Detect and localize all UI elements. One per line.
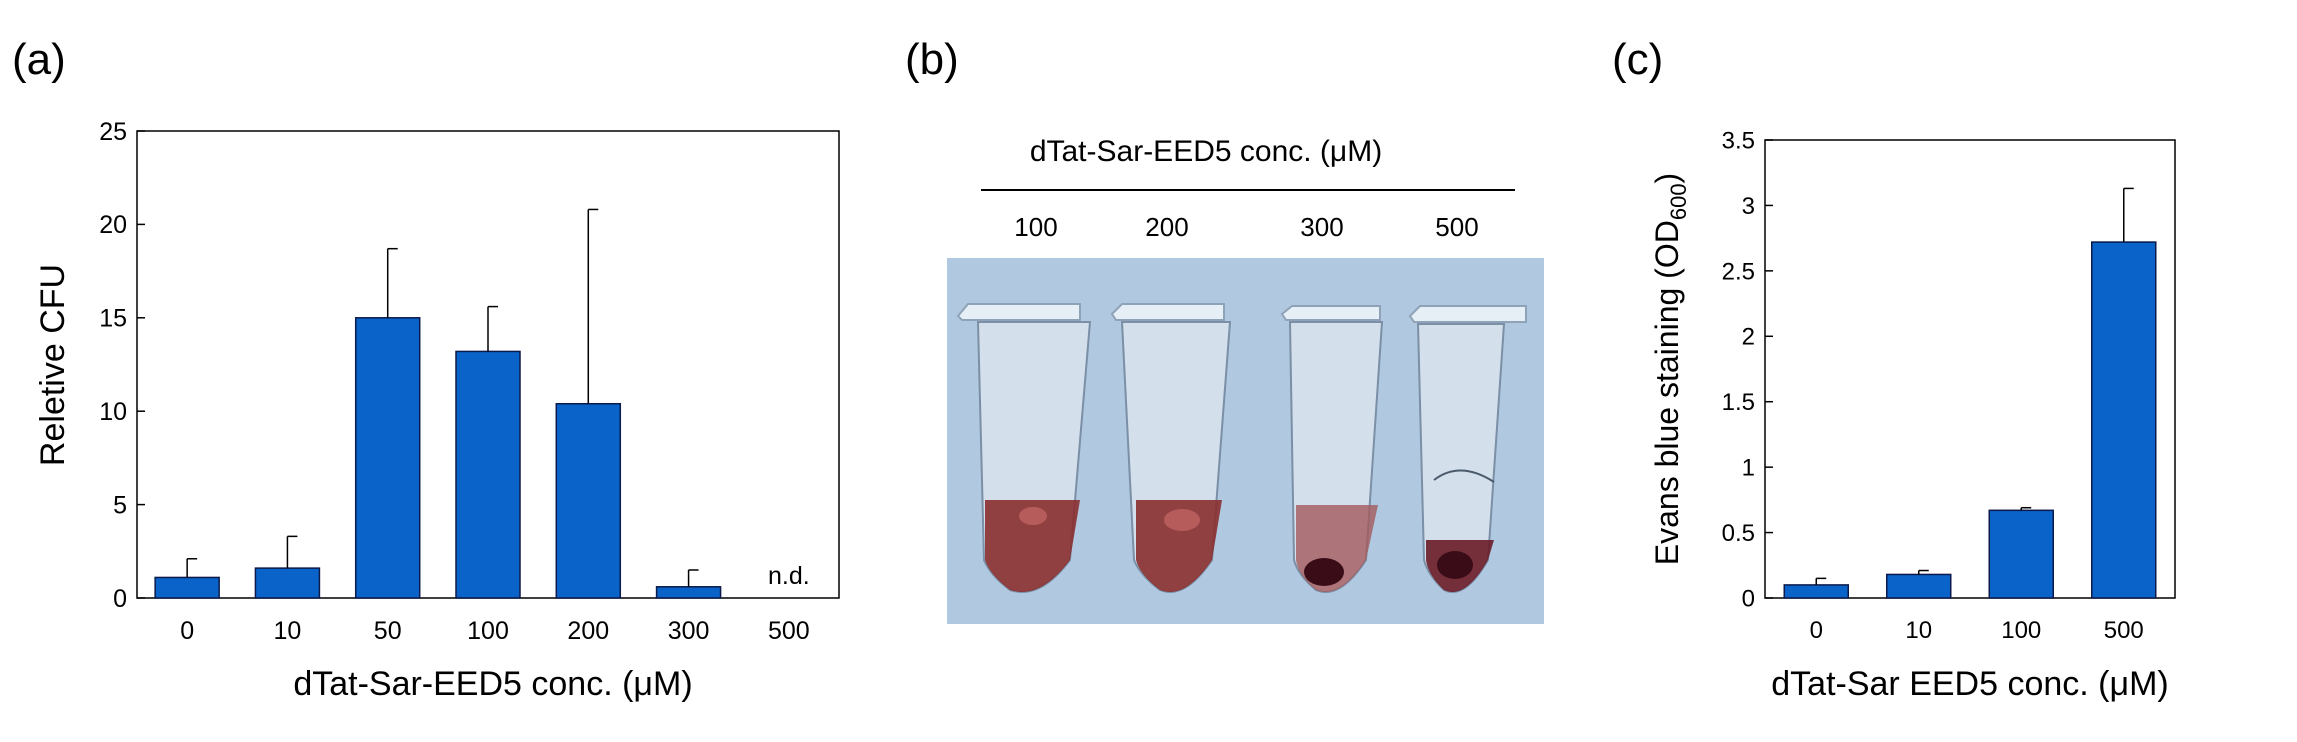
a-bar-200 — [555, 402, 622, 599]
a-bar-10 — [254, 567, 321, 599]
tube-300 — [1280, 305, 1384, 593]
c-ytick-label: 1.5 — [1722, 389, 1755, 416]
a-ytick-label: 0 — [113, 585, 127, 613]
a-xtick-label: 300 — [668, 617, 710, 645]
panel-b-label: (b) — [905, 35, 959, 84]
chart-c-ylabel-sub: 600 — [1666, 183, 1691, 220]
a-xtick-label: 10 — [274, 617, 302, 645]
tube-label-500: 500 — [1435, 212, 1478, 242]
a-bar-100 — [455, 350, 521, 599]
a-xtick-label: 200 — [567, 617, 609, 645]
c-ytick-label: 2 — [1742, 324, 1755, 351]
c-bar-500 — [2091, 241, 2157, 599]
c-xtick-label: 500 — [2104, 617, 2144, 644]
a-bar-50 — [354, 317, 421, 599]
c-xtick-label: 0 — [1810, 617, 1823, 644]
c-ytick-label: 0 — [1742, 585, 1755, 612]
a-xtick-label: 0 — [180, 617, 194, 645]
chart-c-ylabel-main: Evans blue staining (OD — [1649, 220, 1685, 565]
a-ytick-label: 5 — [113, 491, 127, 519]
panel-b-header: dTat-Sar-EED5 conc. (μM) — [1030, 135, 1382, 168]
a-bar-0 — [154, 576, 220, 599]
c-ytick-label: 1 — [1742, 455, 1755, 482]
c-ytick-label: 0.5 — [1722, 520, 1755, 547]
tube-label-200: 200 — [1145, 212, 1188, 242]
c-ytick-label: 2.5 — [1722, 258, 1755, 285]
a-bar-300 — [655, 586, 722, 599]
c-ytick-label: 3.5 — [1722, 127, 1755, 154]
chart-c-xlabel: dTat-Sar EED5 conc. (μM) — [1771, 665, 2168, 703]
chart-c-frame — [1764, 139, 2176, 599]
panel-a-label: (a) — [12, 35, 66, 84]
chart-c: 0 0.5 1 1.5 2 2.5 3 3.5 0 10 100 500 dTat-Sar EED5… — [1649, 127, 2176, 703]
chart-c-ylabel: Evans blue staining (OD600) — [1649, 173, 1691, 565]
tube-label-100: 100 — [1014, 212, 1057, 242]
a-xtick-label: 100 — [467, 617, 509, 645]
chart-a-ylabel: Reletive CFU — [34, 264, 72, 466]
c-bar-10 — [1886, 573, 1952, 599]
a-ytick-label: 15 — [99, 305, 127, 333]
chart-c-ylabel-end: ) — [1649, 173, 1685, 184]
tube-100 — [956, 303, 1092, 593]
chart-a: n.d. 0 5 10 15 20 25 0 10 50 100 200 300 500 dTat-S… — [34, 118, 840, 703]
c-bar-100 — [1988, 509, 2054, 599]
c-xtick-label: 10 — [1905, 617, 1932, 644]
a-xtick-label: 500 — [768, 617, 810, 645]
tube-label-300: 300 — [1300, 212, 1343, 242]
a-xtick-label: 50 — [374, 617, 402, 645]
a-ytick-label: 25 — [99, 118, 127, 146]
c-xtick-label: 100 — [2001, 617, 2041, 644]
a-annotation: n.d. — [768, 562, 810, 590]
tube-200 — [1110, 303, 1232, 593]
c-ytick-label: 3 — [1742, 193, 1755, 220]
c-bar-0 — [1783, 584, 1849, 599]
panel-c-label: (c) — [1612, 35, 1663, 84]
a-ytick-label: 10 — [99, 398, 127, 426]
panel-b-photo-group: dTat-Sar-EED5 conc. (μM) 100 200 300 500 — [947, 135, 1544, 624]
tube-500 — [1408, 305, 1527, 593]
a-ytick-label: 20 — [99, 211, 127, 239]
chart-a-xlabel: dTat-Sar-EED5 conc. (μM) — [293, 665, 692, 703]
